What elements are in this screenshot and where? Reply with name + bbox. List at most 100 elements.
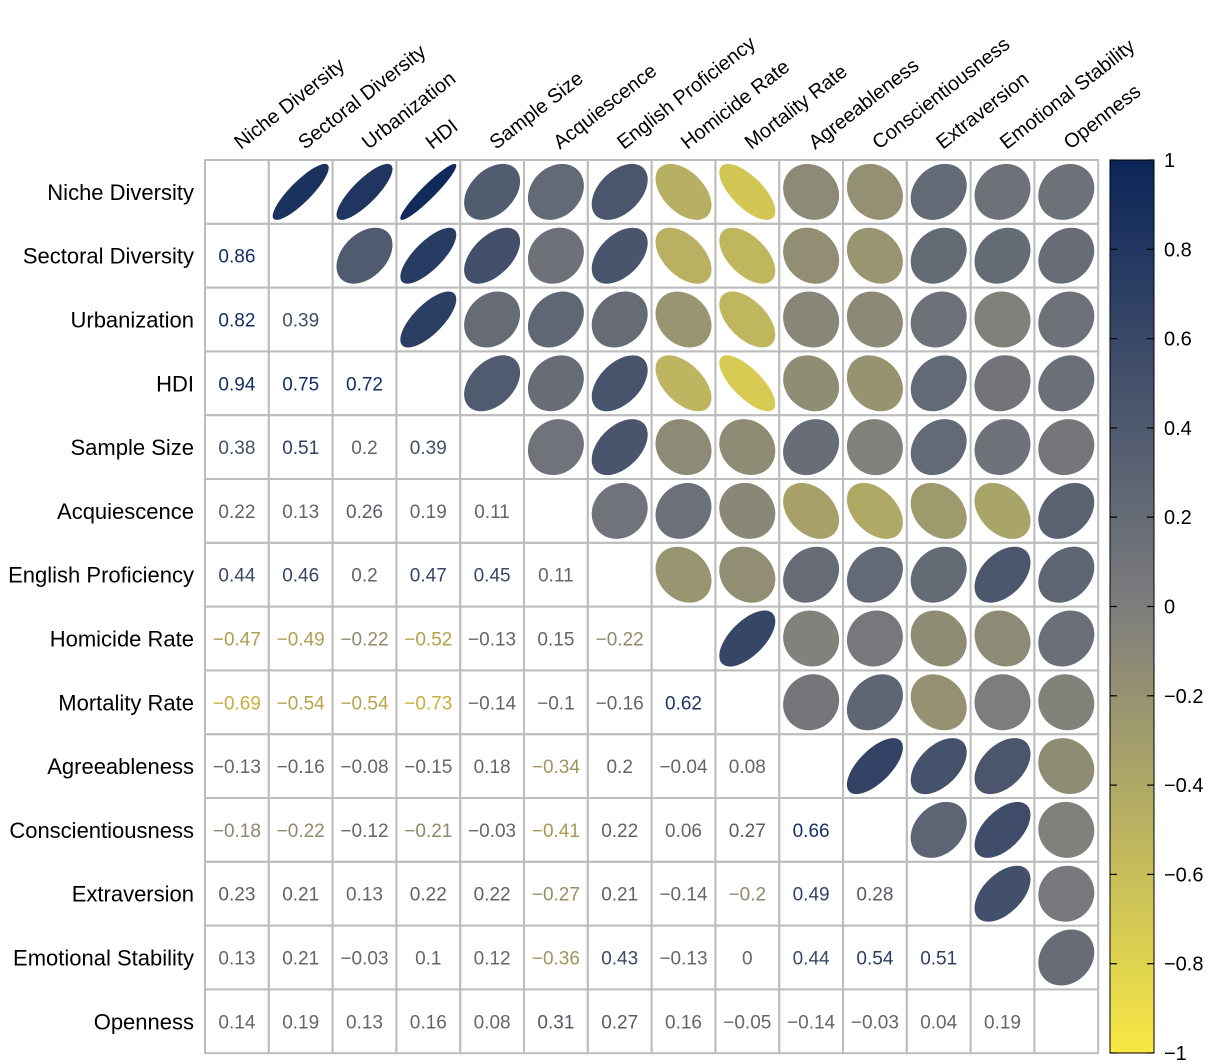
corr-value: 0.22 xyxy=(410,885,447,906)
corr-value: −0.14 xyxy=(659,885,708,906)
corr-ellipse xyxy=(719,227,776,284)
corr-value: 0.2 xyxy=(606,757,632,778)
corr-value: −0.14 xyxy=(468,693,517,714)
corr-value: 0.46 xyxy=(282,566,319,587)
corr-ellipse xyxy=(846,610,903,667)
corr-value: 0.16 xyxy=(665,1012,702,1033)
corr-ellipse xyxy=(655,355,712,412)
corr-ellipse xyxy=(910,291,967,348)
corr-value: −0.52 xyxy=(404,630,452,651)
corr-ellipse xyxy=(527,291,584,348)
corr-value: 0.39 xyxy=(410,438,447,459)
corr-ellipse xyxy=(336,163,393,220)
grid-cell xyxy=(204,159,270,225)
corr-ellipse xyxy=(1038,546,1095,603)
corr-ellipse xyxy=(527,419,584,476)
colorbar-tick-label: −1 xyxy=(1164,1043,1187,1060)
row-label-english-proficiency: English Proficiency xyxy=(8,563,194,588)
corr-ellipse xyxy=(783,355,840,412)
corr-ellipse xyxy=(974,419,1031,476)
corr-value: −0.13 xyxy=(468,630,516,651)
corr-value: 0.43 xyxy=(601,949,638,970)
corr-value: 0.27 xyxy=(729,821,766,842)
corr-value: 0.2 xyxy=(351,566,377,587)
colorbar-tick-label: −0.6 xyxy=(1164,864,1203,886)
corr-ellipse xyxy=(719,419,776,476)
corr-ellipse xyxy=(974,482,1031,539)
colorbar-gradient xyxy=(1109,159,1155,1054)
row-label-mortality-rate: Mortality Rate xyxy=(58,690,194,715)
corr-value: −0.73 xyxy=(404,693,452,714)
corr-ellipse xyxy=(910,355,967,412)
corr-ellipse xyxy=(846,419,903,476)
column-label-homicide-rate: Homicide Rate xyxy=(677,56,794,154)
corr-value: 0.45 xyxy=(474,566,511,587)
corr-ellipse xyxy=(655,227,712,284)
corr-value: 0.19 xyxy=(282,1012,319,1033)
colorbar-tick-label: −0.8 xyxy=(1164,954,1203,976)
corr-value: 0.19 xyxy=(410,502,447,523)
corr-ellipse xyxy=(719,546,776,603)
corr-ellipse xyxy=(846,482,903,539)
corr-value: −0.22 xyxy=(340,630,388,651)
colorbar-tick-label: 0.2 xyxy=(1164,507,1192,529)
corr-ellipse xyxy=(910,419,967,476)
row-label-conscientiousness: Conscientiousness xyxy=(9,818,194,843)
corr-ellipse xyxy=(846,546,903,603)
corr-value: 0.23 xyxy=(218,885,255,906)
grid-cell xyxy=(1033,988,1100,1055)
corr-ellipse xyxy=(591,291,648,348)
row-label-agreeableness: Agreeableness xyxy=(47,754,194,779)
corr-value: −0.03 xyxy=(851,1012,899,1033)
corr-value: 0.21 xyxy=(601,885,638,906)
corr-ellipse xyxy=(846,163,903,220)
corr-value: −0.2 xyxy=(729,885,767,906)
corr-ellipse xyxy=(783,291,840,348)
corr-ellipse xyxy=(846,291,903,348)
corr-value: 0.44 xyxy=(218,566,255,587)
corr-ellipse xyxy=(464,163,521,220)
corr-ellipse xyxy=(783,546,840,603)
corr-ellipse xyxy=(400,163,457,220)
corr-ellipse xyxy=(591,163,648,220)
corr-value: 0.94 xyxy=(218,374,255,395)
corr-ellipse xyxy=(783,419,840,476)
corr-ellipse xyxy=(846,355,903,412)
column-label-hdi: HDI xyxy=(422,115,463,154)
corr-value: 0.04 xyxy=(920,1012,957,1033)
corr-value: 0.31 xyxy=(537,1012,574,1033)
corr-ellipse xyxy=(719,610,776,667)
corr-ellipse xyxy=(1038,929,1095,986)
corr-value: 0.49 xyxy=(793,885,830,906)
corr-ellipse xyxy=(655,482,712,539)
corr-ellipse xyxy=(846,738,903,795)
grid-cell xyxy=(969,924,1036,991)
corr-value: 0.26 xyxy=(346,502,383,523)
corr-ellipse xyxy=(272,163,329,220)
row-label-extraversion: Extraversion xyxy=(72,882,194,907)
corr-value: −0.15 xyxy=(404,757,452,778)
corr-ellipse xyxy=(910,801,967,858)
corr-value: −0.03 xyxy=(340,949,388,970)
corr-ellipse xyxy=(1038,865,1095,922)
corr-value: −0.34 xyxy=(532,757,581,778)
corr-ellipse xyxy=(1038,227,1095,284)
corr-ellipse xyxy=(910,738,967,795)
corr-value: −0.69 xyxy=(213,693,261,714)
column-label-agreeableness: Agreeableness xyxy=(805,54,924,153)
corr-ellipse xyxy=(783,482,840,539)
corr-ellipse xyxy=(910,674,967,731)
corr-value: −0.13 xyxy=(659,949,707,970)
corr-ellipse xyxy=(527,355,584,412)
matrix-cells: 0.86 0.82 0.39 0.94 0.75 0.72 0.38 0.51 0.2 0.39 0… xyxy=(213,163,1095,1033)
corr-ellipse xyxy=(464,291,521,348)
corr-value: 0.11 xyxy=(538,566,574,587)
corr-value: 0.47 xyxy=(410,566,447,587)
corr-ellipse xyxy=(591,419,648,476)
corr-ellipse xyxy=(464,227,521,284)
corr-value: −0.47 xyxy=(213,630,261,651)
row-label-sectoral-diversity: Sectoral Diversity xyxy=(23,244,194,269)
corr-value: 0.28 xyxy=(856,885,893,906)
corr-value: 0.21 xyxy=(282,949,319,970)
corr-value: 0.72 xyxy=(346,374,383,395)
